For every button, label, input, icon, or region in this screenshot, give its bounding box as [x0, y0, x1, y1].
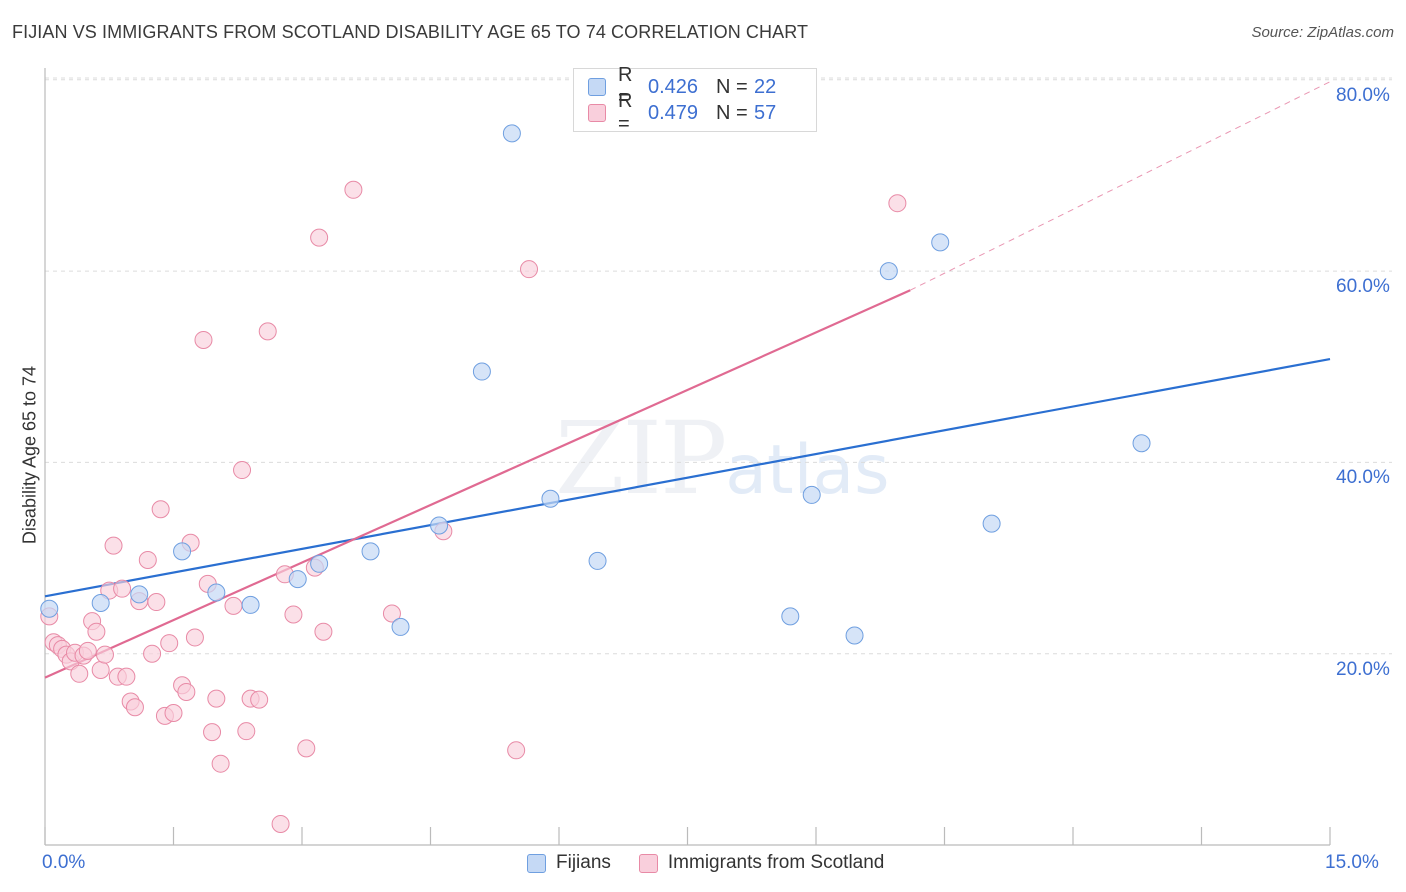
- data-point-scotland: [314, 622, 333, 641]
- series-legend: Fijians Immigrants from Scotland: [527, 852, 912, 874]
- data-point-scotland: [344, 180, 363, 199]
- data-point-scotland: [310, 228, 329, 247]
- gridlines: [45, 77, 1392, 655]
- legend-item-scotland: Immigrants from Scotland: [638, 852, 885, 874]
- source-credit: Source: ZipAtlas.com: [1251, 24, 1394, 41]
- data-point-scotland: [104, 536, 123, 555]
- y-tick-label-80: 80.0%: [1336, 85, 1390, 106]
- data-point-fijians: [288, 570, 307, 589]
- y-tick-label-60: 60.0%: [1336, 276, 1390, 297]
- data-point-fijians: [982, 514, 1001, 533]
- data-point-scotland: [250, 690, 269, 709]
- data-point-fijians: [173, 542, 192, 561]
- data-point-scotland: [113, 579, 132, 598]
- data-point-scotland: [78, 641, 97, 660]
- data-point-scotland: [520, 260, 539, 279]
- data-point-scotland: [95, 645, 114, 664]
- data-point-scotland: [70, 664, 89, 683]
- x-max-label: 15.0%: [1325, 852, 1379, 873]
- legend-r-value: 0.426: [648, 75, 699, 98]
- data-point-fijians: [541, 489, 560, 508]
- data-point-fijians: [845, 626, 864, 645]
- legend-n-value: 57: [754, 101, 777, 124]
- data-point-scotland: [138, 550, 157, 569]
- legend-n-label: N =: [716, 101, 748, 124]
- data-point-scotland: [207, 689, 226, 708]
- data-point-scotland: [164, 704, 183, 723]
- data-point-scotland: [211, 754, 230, 773]
- x-min-label: 0.0%: [42, 852, 86, 873]
- data-point-scotland: [143, 644, 162, 663]
- data-point-fijians: [802, 485, 821, 504]
- data-point-scotland: [87, 622, 106, 641]
- data-point-scotland: [224, 596, 243, 615]
- data-point-fijians: [241, 595, 260, 614]
- legend-n-value: 22: [754, 75, 777, 98]
- data-point-fijians: [310, 554, 329, 573]
- data-point-fijians: [472, 362, 491, 381]
- data-point-fijians: [502, 124, 521, 143]
- data-point-fijians: [879, 262, 898, 281]
- data-point-scotland: [185, 628, 204, 647]
- data-point-fijians: [430, 516, 449, 535]
- correlation-legend: R = 0.426 N = 22 R = 0.479 N = 57: [573, 64, 817, 135]
- chart-title: FIJIAN VS IMMIGRANTS FROM SCOTLAND DISAB…: [12, 22, 809, 42]
- legend-swatch-scotland: [588, 104, 606, 122]
- y-axis-title: Disability Age 65 to 74: [19, 365, 40, 545]
- legend-r-value: 0.479: [648, 101, 699, 124]
- data-point-fijians: [931, 233, 950, 252]
- legend-swatch-fijians: [588, 78, 606, 96]
- legend-r-label: R =: [618, 64, 633, 109]
- data-point-scotland: [117, 667, 136, 686]
- legend-label-fijians: Fijians: [556, 852, 611, 873]
- legend-swatch-fijians: [527, 853, 546, 873]
- legend-label-scotland: Immigrants from Scotland: [667, 852, 885, 873]
- data-point-scotland: [125, 698, 144, 717]
- data-point-scotland: [91, 660, 110, 679]
- data-point-scotland: [160, 634, 179, 653]
- legend-item-fijians: Fijians: [527, 852, 611, 874]
- data-point-scotland: [147, 593, 166, 612]
- trend-line-scotland: [44, 289, 911, 679]
- data-point-scotland: [382, 604, 401, 623]
- trend-line-scotland-extension: [910, 81, 1331, 291]
- data-point-fijians: [391, 617, 410, 636]
- data-point-scotland: [203, 723, 222, 742]
- data-point-fijians: [588, 551, 607, 570]
- trend-lines: [44, 81, 1331, 679]
- data-point-fijians: [130, 585, 149, 604]
- data-point-fijians: [91, 594, 110, 613]
- y-tick-label-20: 20.0%: [1336, 659, 1390, 680]
- legend-n-label: N =: [716, 75, 748, 98]
- y-tick-label-40: 40.0%: [1336, 467, 1390, 488]
- data-point-fijians: [781, 607, 800, 626]
- data-point-fijians: [40, 599, 59, 618]
- data-point-scotland: [177, 682, 196, 701]
- data-point-fijians: [1132, 434, 1151, 453]
- data-point-scotland: [888, 194, 907, 213]
- data-point-scotland: [237, 722, 256, 741]
- data-point-fijians: [361, 542, 380, 561]
- data-point-scotland: [284, 605, 303, 624]
- data-points: [40, 124, 1151, 833]
- data-point-scotland: [151, 500, 170, 519]
- data-point-scotland: [194, 330, 213, 349]
- data-point-fijians: [207, 583, 226, 602]
- data-point-scotland: [233, 461, 252, 480]
- legend-row-scotland: R = 0.479 N = 57: [588, 90, 777, 135]
- axes: [44, 68, 1331, 846]
- data-point-scotland: [271, 814, 290, 833]
- legend-r-label: R =: [618, 90, 633, 135]
- data-point-scotland: [258, 322, 277, 341]
- legend-swatch-scotland: [638, 853, 658, 873]
- trend-line-fijians: [44, 358, 1331, 598]
- legend-row-fijians: R = 0.426 N = 22: [588, 64, 777, 109]
- data-point-scotland: [297, 739, 316, 758]
- data-point-scotland: [507, 741, 526, 760]
